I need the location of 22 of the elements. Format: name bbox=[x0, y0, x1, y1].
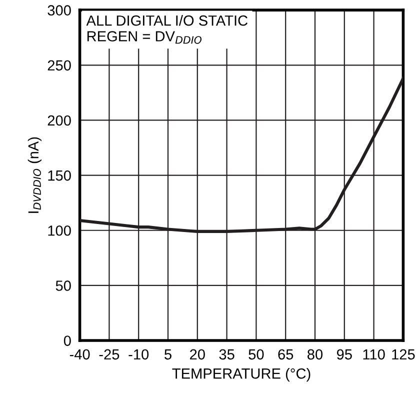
x-tick-label: 35 bbox=[219, 349, 234, 360]
x-tick-label: 125 bbox=[392, 349, 415, 360]
y-tick-label: 250 bbox=[48, 60, 71, 71]
y-axis-title: I$_{DVDDIO}$ (nA) bbox=[28, 137, 42, 213]
x-tick-label: -10 bbox=[128, 349, 149, 360]
x-tick-label: 20 bbox=[190, 349, 205, 360]
x-axis-title: TEMPERATURE (°C) bbox=[172, 368, 310, 382]
x-tick-label: 50 bbox=[248, 349, 264, 360]
y-tick-label: 50 bbox=[56, 280, 71, 291]
x-tick-label: -25 bbox=[99, 349, 120, 360]
y-tick-label: 100 bbox=[48, 225, 71, 236]
x-tick-label: 65 bbox=[278, 349, 294, 360]
x-tick-label: 80 bbox=[308, 349, 323, 360]
x-tick-label: 110 bbox=[363, 349, 385, 360]
y-tick-label: 200 bbox=[48, 115, 71, 126]
y-tick-label: 0 bbox=[64, 336, 71, 346]
x-tick-label: 95 bbox=[336, 349, 352, 360]
annotation: ALL DIGITAL I/O STATIC REGEN = DV$_{DDIO}$ bbox=[86, 15, 248, 44]
x-tick-label: 5 bbox=[164, 349, 172, 360]
y-tick-label: 150 bbox=[48, 170, 71, 181]
x-tick-label: -40 bbox=[70, 349, 90, 360]
y-tick-label: 300 bbox=[48, 5, 71, 16]
